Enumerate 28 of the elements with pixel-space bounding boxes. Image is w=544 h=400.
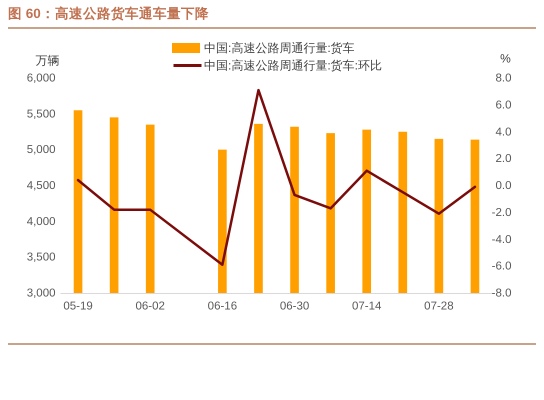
y-tick-label: 5,000	[26, 144, 56, 156]
y-tick-label: 4,000	[26, 216, 56, 228]
y2-tick-label: 6.0	[496, 99, 512, 112]
y2-tick-label: 4.0	[496, 126, 512, 138]
y2-tick-label: 0.0	[496, 180, 512, 192]
x-tick-label: 07-14	[352, 300, 382, 312]
y2-tick-label: -4.0	[492, 234, 512, 246]
y-tick-label: 3,000	[26, 288, 56, 300]
y-tick-label: 4,500	[26, 180, 56, 192]
x-tick-label: 07-28	[424, 300, 454, 312]
x-tick-label: 06-16	[208, 300, 238, 312]
x-tick-label: 06-02	[135, 300, 165, 312]
y2-tick-label: -2.0	[492, 206, 512, 219]
y-tick-label: 6,000	[26, 72, 56, 84]
y2-axis-title: %	[500, 52, 512, 66]
y2-tick-label: -6.0	[492, 260, 512, 273]
chart-title: 图 60：高速公路货车通车量下降	[8, 5, 209, 23]
x-tick-label: 06-30	[280, 300, 310, 312]
y-tick-label: 3,500	[26, 252, 56, 264]
y2-tick-label: 2.0	[496, 153, 512, 166]
y2-tick-label: -8.0	[492, 288, 512, 300]
y2-tick-label: 8.0	[496, 72, 512, 84]
x-tick-label: 05-19	[63, 300, 93, 312]
legend-label: 中国:高速公路周通行量:货车:环比	[204, 58, 382, 72]
legend-label: 中国:高速公路周通行量:货车	[204, 41, 355, 55]
line-series	[76, 88, 476, 266]
y-axis-title: 万辆	[36, 54, 60, 68]
y-tick-label: 5,500	[26, 108, 56, 120]
